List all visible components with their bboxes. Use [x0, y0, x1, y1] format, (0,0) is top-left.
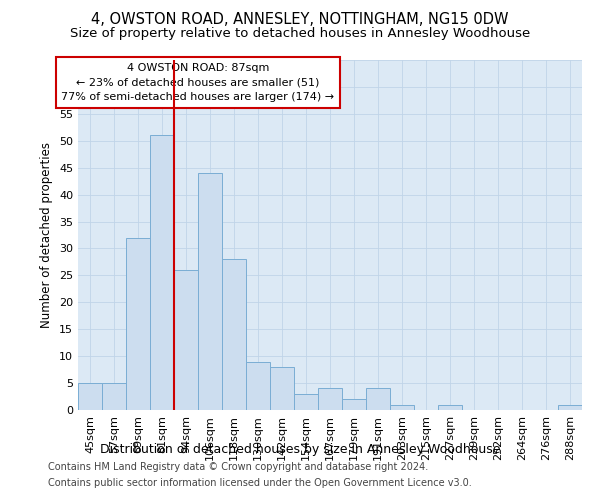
Bar: [102, 383, 126, 410]
Bar: [294, 394, 318, 410]
Bar: [198, 173, 222, 410]
Text: Distribution of detached houses by size in Annesley Woodhouse: Distribution of detached houses by size …: [100, 442, 500, 456]
Bar: [318, 388, 342, 410]
Text: 4, OWSTON ROAD, ANNESLEY, NOTTINGHAM, NG15 0DW: 4, OWSTON ROAD, ANNESLEY, NOTTINGHAM, NG…: [91, 12, 509, 28]
Text: Contains HM Land Registry data © Crown copyright and database right 2024.: Contains HM Land Registry data © Crown c…: [48, 462, 428, 472]
Bar: [438, 404, 462, 410]
Text: 4 OWSTON ROAD: 87sqm
← 23% of detached houses are smaller (51)
77% of semi-detac: 4 OWSTON ROAD: 87sqm ← 23% of detached h…: [61, 62, 335, 102]
Bar: [342, 399, 366, 410]
Bar: [222, 259, 246, 410]
Text: Size of property relative to detached houses in Annesley Woodhouse: Size of property relative to detached ho…: [70, 28, 530, 40]
Bar: [174, 270, 198, 410]
Text: Contains public sector information licensed under the Open Government Licence v3: Contains public sector information licen…: [48, 478, 472, 488]
Bar: [270, 367, 294, 410]
Bar: [126, 238, 150, 410]
Y-axis label: Number of detached properties: Number of detached properties: [40, 142, 53, 328]
Bar: [246, 362, 270, 410]
Bar: [558, 404, 582, 410]
Bar: [150, 136, 174, 410]
Bar: [390, 404, 414, 410]
Bar: [78, 383, 102, 410]
Bar: [366, 388, 390, 410]
